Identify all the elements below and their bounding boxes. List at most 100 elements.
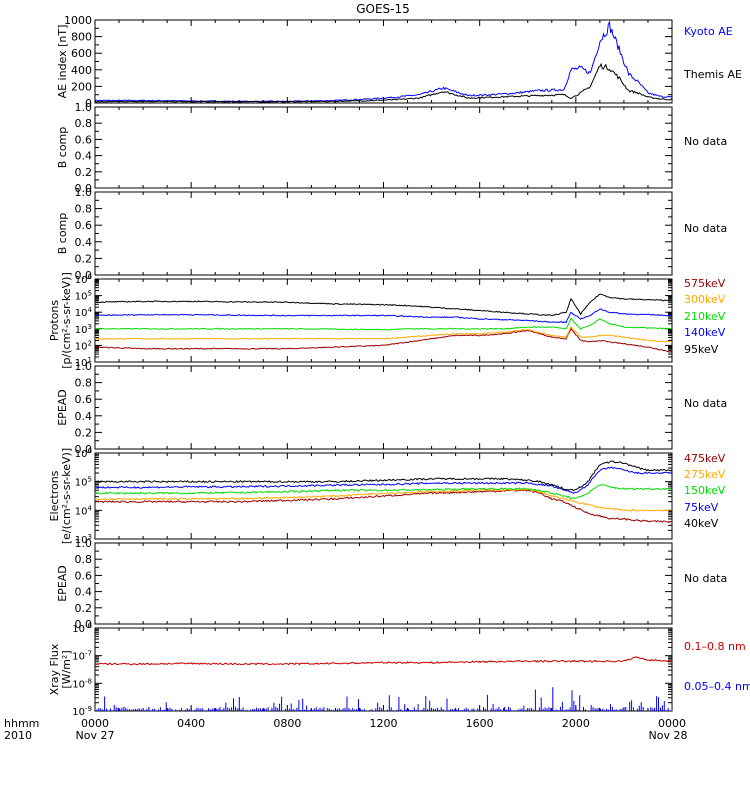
y-tick-label: 0.2 (75, 426, 93, 439)
y-tick-label: 0.8 (75, 117, 93, 130)
y-tick-label: 0.0 (75, 443, 93, 456)
panel-frame (94, 106, 673, 189)
series-75kev (95, 466, 672, 494)
no-data-label: No data (684, 135, 727, 148)
y-tick-label: 0.0 (75, 182, 93, 195)
legend-entry: Themis AE (683, 68, 742, 81)
series-40kev (95, 460, 672, 492)
y-tick-label: 103 (75, 323, 92, 336)
series-kyoto-ae (95, 20, 672, 103)
y-tick-label: 105 (75, 290, 92, 303)
legend-entry: 210keV (684, 310, 726, 323)
y-axis-unit: [e/(cm²-s-sr-keV)] (60, 448, 73, 544)
series-group (95, 293, 672, 353)
y-axis-title: Electrons (48, 470, 61, 521)
y-tick-label: 1.0 (75, 360, 93, 373)
panel-frame (94, 278, 673, 363)
y-tick-label: 1.0 (75, 101, 93, 114)
panel-bcomp2: 0.0 0.2 0.4 0.6 0.8 1.0 B comp No data (56, 186, 727, 282)
y-tick-label: 0.4 (75, 236, 93, 249)
series-group (95, 460, 672, 523)
y-tick-label: 0.6 (75, 133, 93, 146)
y-tick-label: 0.4 (75, 150, 93, 163)
y-tick-label: 0.2 (75, 602, 93, 615)
panel-epead2: 0.0 0.2 0.4 0.6 0.8 1.0 EPEAD No data (56, 537, 727, 631)
y-tick-label: 103 (75, 533, 92, 546)
y-tick-label: 10-6 (72, 622, 92, 635)
panel-frame (94, 542, 673, 625)
x-tick-label: 1600 (466, 717, 494, 730)
y-axis-title: EPEAD (56, 389, 69, 426)
series-themis-ae (95, 62, 672, 103)
y-tick-label: 0.8 (75, 203, 93, 216)
time-axis-corner-label: hhmm (4, 717, 39, 730)
y-axis-unit: [p/(cm²-s-sr-keV)] (60, 272, 73, 369)
y-tick-label: 0 (85, 97, 92, 110)
y-tick-label: 200 (71, 80, 92, 93)
panel-electrons: 103 104 105 106 Electrons [e/(cm²-s-sr-keV)] 4… (48, 447, 726, 546)
y-axis-title: EPEAD (56, 565, 69, 602)
y-tick-label: 106 (75, 447, 93, 460)
series-300kev (95, 325, 672, 343)
y-tick-label: 0.2 (75, 252, 93, 265)
y-axis-unit: [W/m²] (60, 650, 73, 688)
y-tick-label: 0.0 (75, 269, 93, 282)
y-tick-label: 0.8 (75, 377, 93, 390)
panel-xray: 10-9 10-8 10-7 10-6 Xray Flux [W/m²] 0.1–0.8 n… (48, 622, 750, 718)
plot-title: GOES-15 (356, 2, 410, 16)
y-tick-label: 400 (71, 64, 92, 77)
series-0-1-0-8-nm (95, 656, 672, 666)
panel-bcomp1: 0.0 0.2 0.4 0.6 0.8 1.0 B comp No data (56, 101, 727, 195)
y-tick-label: 0.2 (75, 166, 93, 179)
x-tick-label: 0800 (273, 717, 301, 730)
legend-entry: 475keV (684, 452, 726, 465)
legend-entry: 275keV (684, 468, 726, 481)
series-275kev (95, 488, 672, 512)
y-tick-label: 600 (71, 47, 92, 60)
y-tick-label: 10-9 (72, 705, 92, 718)
y-axis-title: B comp (56, 213, 69, 255)
y-tick-label: 1000 (64, 14, 92, 27)
y-tick-label: 0.6 (75, 219, 93, 232)
y-tick-label: 0.8 (75, 553, 93, 566)
y-axis-title: B comp (56, 127, 69, 169)
y-tick-label: 800 (71, 31, 92, 44)
series-475kev (95, 488, 672, 523)
x-tick-label: 2000 (562, 717, 590, 730)
legend-entry: 150keV (684, 484, 726, 497)
y-tick-label: 0.6 (75, 393, 93, 406)
y-tick-label: 1.0 (75, 186, 93, 199)
y-tick-label: 105 (75, 476, 92, 489)
x-tick-label: 0000 (658, 717, 686, 730)
series-0-05-0-4-nm (95, 687, 672, 711)
legend-entry: 75keV (684, 501, 719, 514)
legend-entry: 575keV (684, 277, 726, 290)
date-label: Nov 28 (649, 729, 688, 742)
x-tick-label: 1200 (370, 717, 398, 730)
legend-entry: 300keV (684, 293, 726, 306)
y-tick-label: 0.4 (75, 586, 93, 599)
legend-entry: 0.1–0.8 nm (684, 640, 746, 653)
no-data-label: No data (684, 397, 727, 410)
legend-entry: 95keV (684, 343, 719, 356)
y-axis-title: Xray Flux (48, 643, 61, 695)
no-data-label: No data (684, 222, 727, 235)
year-label: 2010 (4, 729, 32, 742)
panel-frame (94, 365, 673, 450)
no-data-label: No data (684, 572, 727, 585)
y-tick-label: 10-7 (72, 650, 92, 663)
y-tick-label: 0.0 (75, 618, 93, 631)
series-210kev (95, 317, 672, 331)
series-group (95, 20, 672, 103)
y-tick-label: 102 (75, 339, 92, 352)
x-tick-label: 0400 (177, 717, 205, 730)
y-tick-label: 106 (75, 273, 93, 286)
panel-protons: 101 102 103 104 105 106 Protons [p/(cm²-s-sr-ke… (48, 272, 726, 369)
panel-epead1: 0.0 0.2 0.4 0.6 0.8 1.0 EPEAD No data (56, 360, 727, 456)
date-label: Nov 27 (76, 729, 115, 742)
series-95kev (95, 293, 672, 317)
